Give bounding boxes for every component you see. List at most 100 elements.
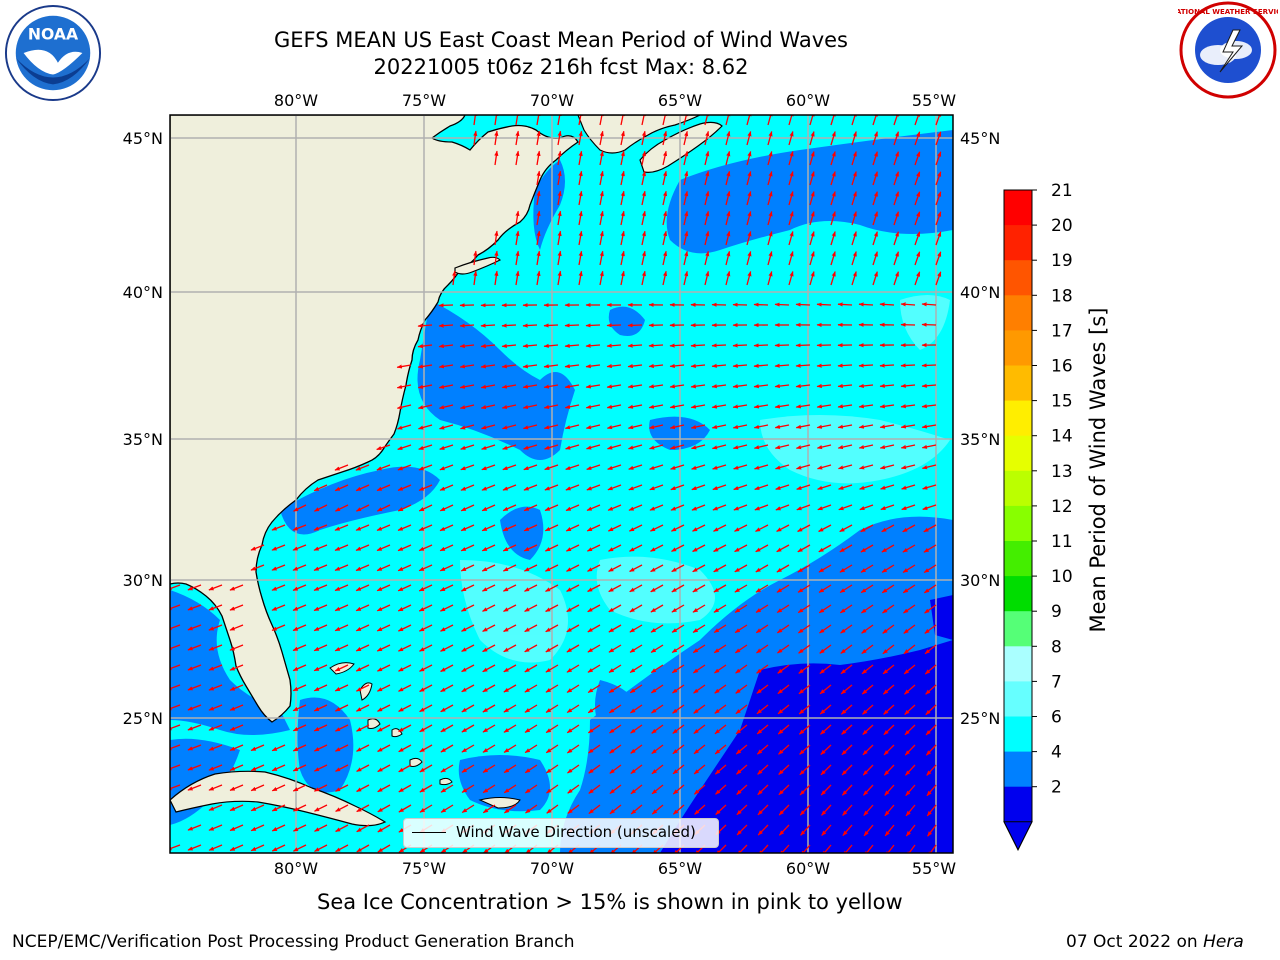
wind-wave-arrow [439,504,454,512]
wind-wave-arrow [292,624,307,632]
wind-wave-arrow [837,464,853,470]
wind-wave-arrow [690,424,706,430]
wind-wave-arrow [711,384,727,389]
wind-wave-arrow [588,784,601,794]
wind-wave-arrow [585,323,601,328]
wind-wave-arrow [725,210,731,226]
wind-wave-arrow [641,230,646,246]
wind-wave-arrow [398,724,412,733]
wind-wave-arrow [557,130,562,146]
wind-wave-arrow [796,484,811,490]
wind-wave-arrow [872,251,878,266]
wind-wave-arrow [672,744,685,755]
wind-wave-arrow [620,230,625,246]
wind-wave-arrow [170,764,181,771]
wind-wave-arrow [872,131,878,146]
wind-wave-arrow [734,544,748,553]
wind-wave-arrow [355,464,370,471]
wind-wave-arrow [418,444,433,450]
wind-wave-arrow [816,444,832,450]
wind-wave-arrow [543,343,559,348]
wind-wave-arrow [503,604,517,612]
wind-wave-arrow [816,404,832,409]
wind-wave-arrow [733,484,748,491]
wind-wave-arrow [501,424,517,430]
wind-wave-arrow [903,624,916,634]
wind-wave-arrow [630,724,643,734]
wind-wave-arrow [923,544,937,553]
wind-wave-arrow [672,804,685,815]
wind-wave-arrow [481,564,496,572]
wind-wave-arrow [578,115,583,126]
wind-wave-arrow [732,384,748,389]
wind-wave-arrow [840,704,853,715]
wind-wave-arrow [711,444,727,450]
wind-wave-arrow [795,343,811,348]
colorbar-tick-label: 8 [1051,637,1062,657]
wind-wave-arrow [755,604,769,613]
wind-wave-arrow [778,784,790,796]
wind-wave-arrow [816,383,832,389]
colorbar-segment [1004,786,1032,823]
lat-label-left: 45°N [123,129,163,148]
wind-wave-arrow [578,250,583,266]
wind-wave-arrow [271,844,286,852]
wind-wave-arrow [292,564,307,571]
wind-wave-arrow [606,424,622,430]
wind-wave-arrow [883,704,895,715]
wind-wave-arrow [882,624,895,634]
wind-wave-arrow [756,744,769,755]
wind-wave-arrow [313,544,328,551]
wind-wave-arrow [732,343,748,348]
wind-wave-arrow [893,115,899,126]
wind-wave-arrow [461,704,475,713]
wind-wave-arrow [608,624,622,633]
land-long-island [454,256,502,275]
wind-wave-arrow [608,544,622,552]
wind-wave-arrow [578,210,583,226]
wind-wave-arrow [662,130,668,146]
wind-wave-arrow [229,704,244,711]
wind-wave-arrow [650,684,664,694]
wind-wave-arrow [690,404,706,409]
wind-wave-arrow [914,191,921,206]
wind-wave-arrow [649,464,664,470]
wind-wave-arrow [250,564,265,571]
wind-wave-arrow [536,210,541,226]
wind-wave-arrow [736,784,748,795]
wind-wave-arrow [774,363,790,368]
wind-wave-arrow [883,744,895,756]
wind-wave-arrow [376,524,391,531]
wind-wave-arrow [502,524,517,532]
wind-wave-arrow [208,624,223,631]
wind-wave-arrow [482,704,496,713]
wind-wave-arrow [229,684,244,691]
wind-wave-arrow [419,764,433,773]
wind-wave-arrow [578,190,583,206]
wind-wave-arrow [439,444,454,450]
wind-wave-arrow [586,484,601,491]
wind-wave-arrow [880,504,895,511]
wind-wave-arrow [543,424,559,430]
wind-wave-arrow [208,704,223,711]
wind-wave-arrow [692,624,706,633]
wind-wave-arrow [713,584,727,593]
colorbar-tick-label: 11 [1051,532,1073,552]
colorbar-segment [1004,435,1032,472]
wind-wave-arrow [713,544,727,553]
wind-wave-arrow [670,484,685,491]
wind-wave-arrow [733,504,748,511]
wind-wave-arrow [557,190,562,206]
wind-wave-arrow [641,210,646,226]
wind-wave-arrow [439,564,454,572]
wind-wave-arrow [838,484,853,490]
map-frame [169,114,954,854]
wind-wave-arrow [544,564,559,572]
wind-wave-arrow [587,644,601,653]
wind-wave-arrow [712,484,727,491]
wind-wave-arrow [901,504,916,511]
wind-wave-arrow [914,231,921,246]
wind-wave-arrow [170,664,181,671]
wind-wave-arrow [746,170,752,186]
wind-wave-arrow [313,584,328,591]
